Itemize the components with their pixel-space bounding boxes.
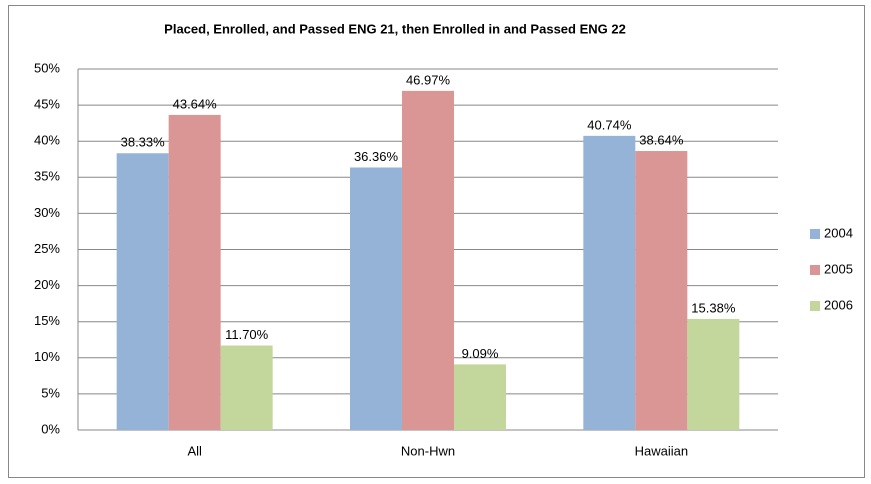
legend-label: 2004 xyxy=(824,225,853,240)
legend-swatch xyxy=(810,229,820,239)
y-tick-label: 0% xyxy=(41,421,60,436)
data-label: 46.97% xyxy=(406,72,451,87)
data-label: 38.64% xyxy=(639,132,684,147)
y-tick-label: 30% xyxy=(34,205,60,220)
y-tick-label: 5% xyxy=(41,385,60,400)
bar xyxy=(402,90,454,431)
data-label: 38.33% xyxy=(121,135,166,150)
x-tick-label: All xyxy=(187,443,202,458)
legend-label: 2005 xyxy=(824,261,853,276)
data-label: 11.70% xyxy=(225,327,269,342)
bar xyxy=(454,364,506,430)
legend-label: 2006 xyxy=(824,297,853,312)
chart-title: Placed, Enrolled, and Passed ENG 21, the… xyxy=(164,21,626,36)
y-tick-label: 45% xyxy=(34,97,60,112)
y-tick-label: 20% xyxy=(34,277,60,292)
legend-swatch xyxy=(810,301,820,311)
y-tick-label: 15% xyxy=(34,313,60,328)
data-label: 43.64% xyxy=(173,96,218,111)
x-tick-label: Non-Hwn xyxy=(401,443,455,458)
y-tick-label: 40% xyxy=(34,133,60,148)
data-label: 9.09% xyxy=(462,346,499,361)
data-label: 40.74% xyxy=(587,117,632,132)
bar xyxy=(220,345,273,430)
bar xyxy=(635,151,688,430)
bar xyxy=(168,114,221,431)
bar xyxy=(583,135,636,431)
data-label: 15.38% xyxy=(691,300,736,315)
legend-swatch xyxy=(810,265,820,275)
y-tick-label: 35% xyxy=(34,169,60,184)
x-tick-label: Hawaiian xyxy=(635,443,688,458)
y-tick-label: 10% xyxy=(34,349,60,364)
bar xyxy=(116,153,169,431)
data-label: 36.36% xyxy=(354,149,399,164)
bar xyxy=(687,318,740,430)
bar xyxy=(350,167,402,430)
y-tick-label: 25% xyxy=(34,241,60,256)
y-tick-label: 50% xyxy=(34,60,60,75)
